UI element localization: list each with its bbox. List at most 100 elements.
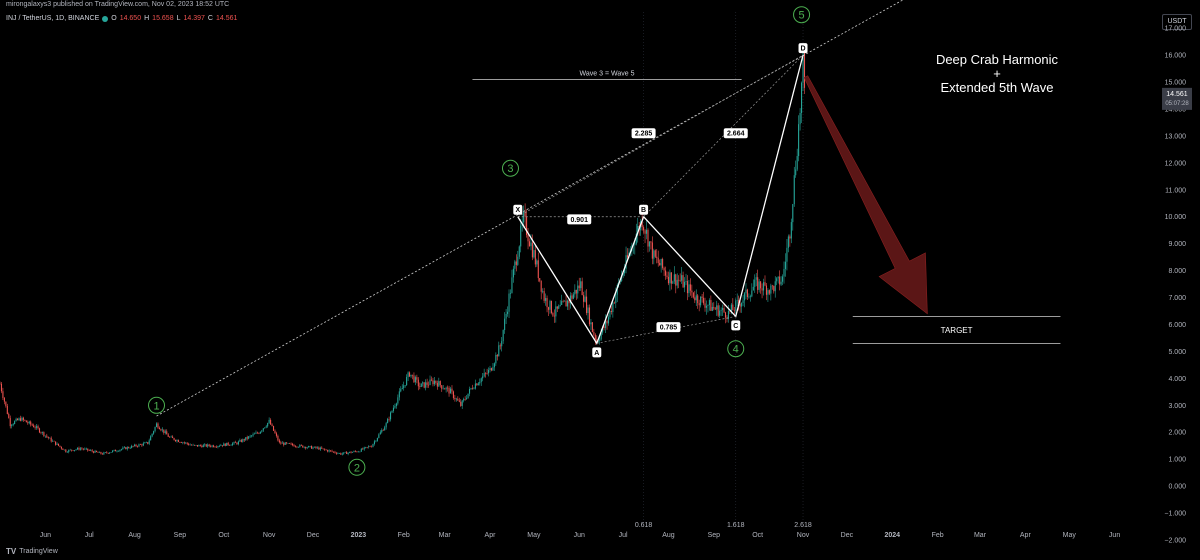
candle-body <box>22 417 24 420</box>
candle-body <box>116 451 118 452</box>
x-tick-label: Jun <box>40 532 51 539</box>
candle-body <box>473 388 475 390</box>
candle-body <box>31 424 33 426</box>
candle-body <box>537 260 539 279</box>
ohlc-close-value: 14.561 <box>215 15 238 22</box>
candle-body <box>664 270 667 276</box>
candle-body <box>526 216 528 236</box>
candle-body <box>742 300 744 303</box>
candle-body <box>28 421 30 424</box>
ratio-label: 0.901 <box>570 217 588 224</box>
candle-body <box>242 439 244 442</box>
fib-time-label: 2.618 <box>794 522 812 529</box>
candle-body <box>34 427 36 428</box>
point-label: X <box>515 207 520 214</box>
candle-body <box>746 289 748 297</box>
candle-body <box>196 444 199 447</box>
candle-body <box>38 428 41 433</box>
candle-body <box>262 428 264 431</box>
candle-body <box>795 169 797 176</box>
candle-body <box>259 431 261 434</box>
candle-body <box>195 444 197 446</box>
candle-body <box>732 304 734 311</box>
currency-selector[interactable]: USDT <box>1162 14 1192 30</box>
candle-body <box>179 441 181 443</box>
symbol-name[interactable]: INJ / TetherUS, 1D, BINANCE <box>6 15 100 22</box>
candle-body <box>236 442 238 445</box>
candle-body <box>605 320 607 328</box>
candle-body <box>351 452 354 453</box>
candle-body <box>477 383 479 386</box>
candle-body <box>265 426 267 428</box>
candle-body <box>204 444 206 446</box>
candle-body <box>49 437 51 439</box>
candle-body <box>561 301 563 305</box>
candle-body <box>397 397 399 404</box>
candle-body <box>78 447 80 450</box>
candle-body <box>798 124 800 157</box>
candle-body <box>132 445 134 447</box>
candle-body <box>786 247 788 262</box>
candle-body <box>727 311 729 319</box>
candle-body <box>457 398 459 401</box>
candle-body <box>363 447 365 450</box>
candle-body <box>88 450 90 451</box>
candle-body <box>634 243 636 246</box>
y-tick-label: 13.000 <box>1165 133 1187 140</box>
candle-body <box>552 312 554 316</box>
candle-body <box>44 435 46 437</box>
wave-circle <box>793 6 811 24</box>
candle-body <box>36 426 38 428</box>
candle-body <box>403 385 405 389</box>
symbol-legend[interactable]: INJ / TetherUS, 1D, BINANCE O 14.650 H 1… <box>6 15 237 22</box>
candle-body <box>136 446 139 447</box>
y-tick-label: 6.000 <box>1168 322 1186 329</box>
candle-body <box>87 448 89 451</box>
candle-body <box>147 442 149 444</box>
candle-body <box>218 445 220 447</box>
candle-body <box>577 285 579 294</box>
candle-body <box>202 445 204 448</box>
candle-body <box>141 444 143 446</box>
candle-body <box>296 446 298 448</box>
candle-body <box>783 268 785 277</box>
candle-body <box>701 296 703 298</box>
candle-body <box>660 258 662 266</box>
candle-body <box>300 444 302 446</box>
candle-body <box>792 204 794 223</box>
candle-body <box>381 430 383 433</box>
candle-body <box>346 452 348 455</box>
candle-body <box>659 262 661 266</box>
candle-body <box>256 432 258 434</box>
candle-body <box>670 272 672 284</box>
candle-body <box>697 295 699 304</box>
x-tick-label: Dec <box>307 532 320 539</box>
candle-body <box>606 320 608 324</box>
candle-body <box>214 446 216 448</box>
candle-body <box>315 446 317 449</box>
candle-body <box>261 430 263 432</box>
candle-body <box>30 421 32 425</box>
footer-brand[interactable]: TV TradingView <box>6 547 58 556</box>
y-tick-label: 14.000 <box>1165 106 1187 113</box>
point-label: A <box>594 350 599 357</box>
candle-body <box>82 448 84 450</box>
candle-body <box>672 281 674 284</box>
candle-body <box>191 444 193 446</box>
candle-body <box>707 305 709 306</box>
candle-body <box>455 398 457 400</box>
candle-body <box>666 275 668 277</box>
candle-body <box>55 441 57 445</box>
chart-title-line: + <box>993 66 1001 81</box>
candle-body <box>463 399 465 401</box>
x-tick-label: Feb <box>398 532 410 539</box>
candle-body <box>327 450 329 452</box>
candle-body <box>673 274 675 282</box>
candle-body <box>217 446 219 447</box>
candle-body <box>154 427 156 432</box>
candle-body <box>539 278 541 281</box>
candle-body <box>435 380 437 384</box>
candle-body <box>411 374 414 376</box>
candle-body <box>729 311 731 312</box>
